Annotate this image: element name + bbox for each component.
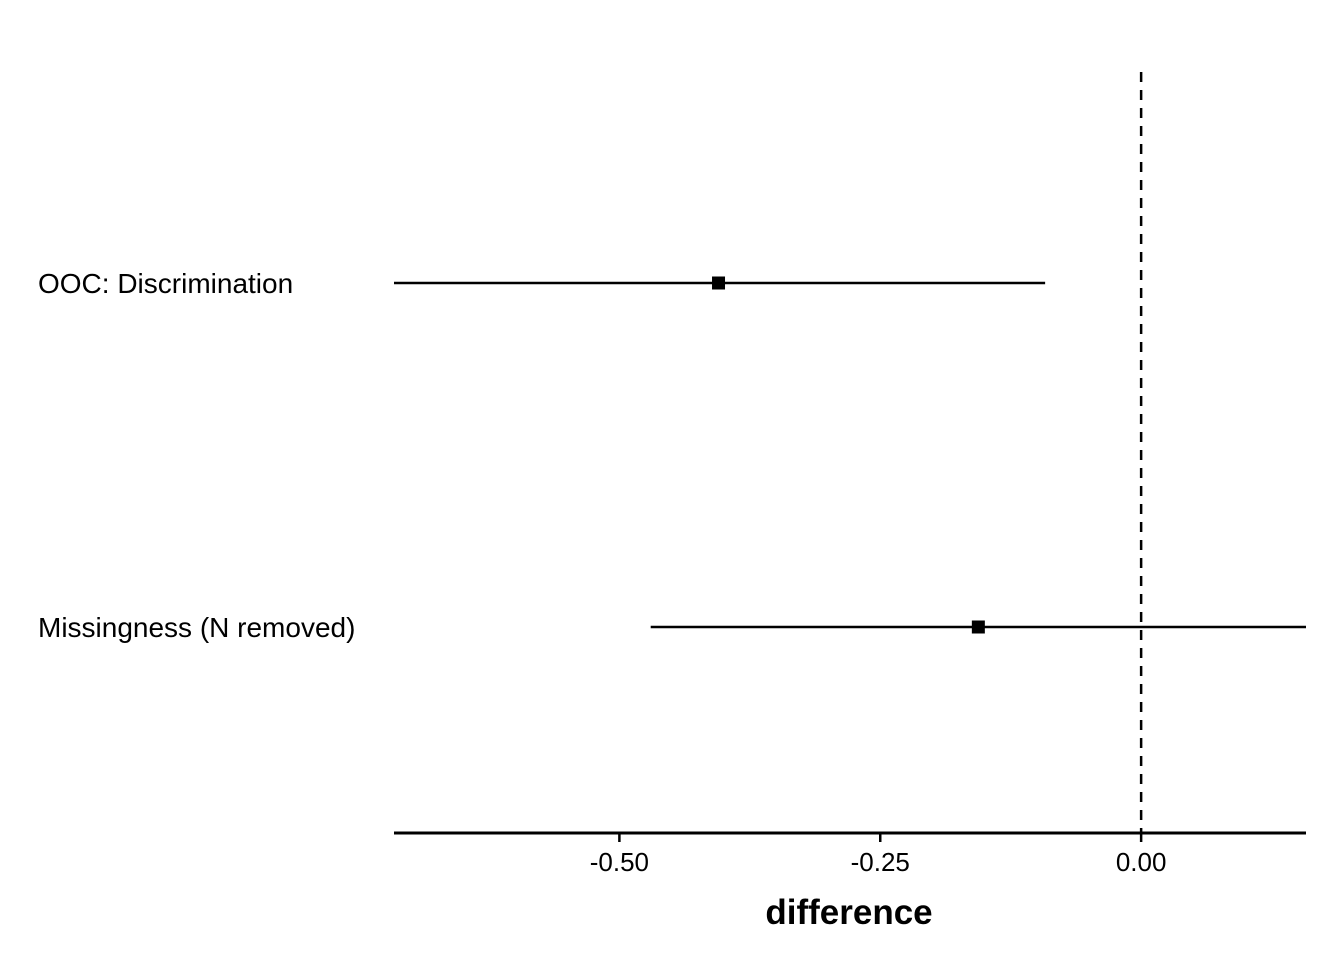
- x-tick-label: 0.00: [1116, 847, 1167, 877]
- category-label: OOC: Discrimination: [38, 268, 293, 299]
- x-axis-title: difference: [765, 893, 932, 932]
- x-tick-label: -0.50: [590, 847, 649, 877]
- category-label: Missingness (N removed): [38, 612, 355, 643]
- category-labels: OOC: Discrimination Missingness (N remove…: [38, 268, 355, 643]
- x-tick-label: -0.25: [851, 847, 910, 877]
- x-axis: -0.50 -0.25 0.00: [394, 831, 1306, 877]
- plot-area: [394, 72, 1306, 833]
- point-estimate: [712, 276, 726, 290]
- point-estimate: [971, 620, 985, 634]
